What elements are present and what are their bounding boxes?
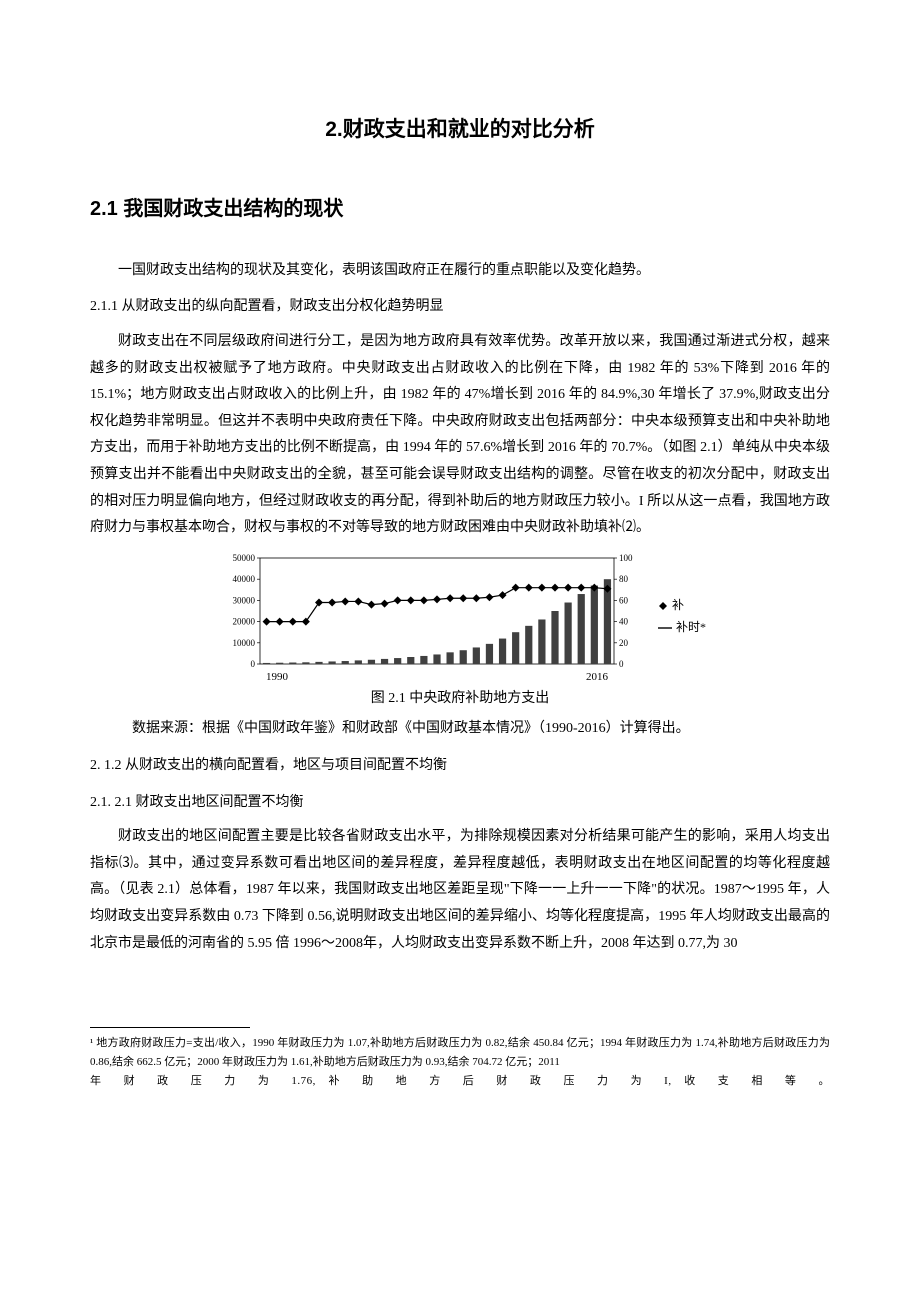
svg-text:50000: 50000 xyxy=(232,553,255,563)
svg-text:1990: 1990 xyxy=(266,671,289,682)
footnote-line-2: 年 财 政 压 力 为 1.76, 补 助 地 方 后 财 政 压 力 为 I,… xyxy=(90,1072,830,1091)
body-paragraph-2: 财政支出的地区间配置主要是比较各省财政支出水平，为排除规模因素对分析结果可能产生… xyxy=(90,824,830,957)
svg-text:100: 100 xyxy=(619,553,633,563)
svg-text:10000: 10000 xyxy=(232,638,255,648)
svg-text:60: 60 xyxy=(619,595,629,605)
legend-item-1: 补 xyxy=(658,595,706,617)
figure-source: 数据来源：根据《中国财政年鉴》和财政部《中国财政基本情况》（1990-2016）… xyxy=(90,716,830,743)
footnote-line-1: ¹ 地方政府财政压力=支出/收入，1990 年财政压力为 1.07,补助地方后财… xyxy=(90,1034,830,1071)
subsection-heading-2-1-2: 2. 1.2 从财政支出的横向配置看，地区与项目间配置不均衡 xyxy=(90,753,830,780)
figure-caption: 图 2.1 中央政府补助地方支出 xyxy=(90,686,830,713)
page-title: 2.财政支出和就业的对比分析 xyxy=(90,110,830,150)
svg-text:40: 40 xyxy=(619,616,629,626)
chart-legend: 补 补时* xyxy=(658,595,706,638)
chart-svg: 0 10000 20000 30000 40000 50000 0 20 40 60 80 100 19… xyxy=(214,552,644,682)
svg-text:0: 0 xyxy=(619,659,624,669)
legend-label-2: 补时* xyxy=(676,617,706,639)
footnote-separator xyxy=(90,1027,250,1028)
body-paragraph-1: 财政支出在不同层级政府间进行分工，是因为地方政府具有效率优势。改革开放以来，我国… xyxy=(90,329,830,542)
line-icon xyxy=(658,623,672,633)
svg-text:30000: 30000 xyxy=(232,595,255,605)
intro-paragraph: 一国财政支出结构的现状及其变化，表明该国政府正在履行的重点职能以及变化趋势。 xyxy=(90,258,830,285)
svg-text:80: 80 xyxy=(619,574,629,584)
legend-item-2: 补时* xyxy=(658,617,706,639)
svg-text:0: 0 xyxy=(250,659,255,669)
figure-2-1: 0 10000 20000 30000 40000 50000 0 20 40 60 80 100 19… xyxy=(90,552,830,682)
svg-text:40000: 40000 xyxy=(232,574,255,584)
legend-label-1: 补 xyxy=(672,595,684,617)
subsection-heading-2-1-1: 2.1.1 从财政支出的纵向配置看，财政支出分权化趋势明显 xyxy=(90,294,830,321)
svg-text:2016: 2016 xyxy=(586,671,609,682)
svg-text:20: 20 xyxy=(619,638,629,648)
svg-text:20000: 20000 xyxy=(232,616,255,626)
diamond-icon xyxy=(658,601,668,611)
section-heading-2-1: 2.1 我国财政支出结构的现状 xyxy=(90,190,830,228)
subsection-heading-2-1-2-1: 2.1. 2.1 财政支出地区间配置不均衡 xyxy=(90,790,830,817)
